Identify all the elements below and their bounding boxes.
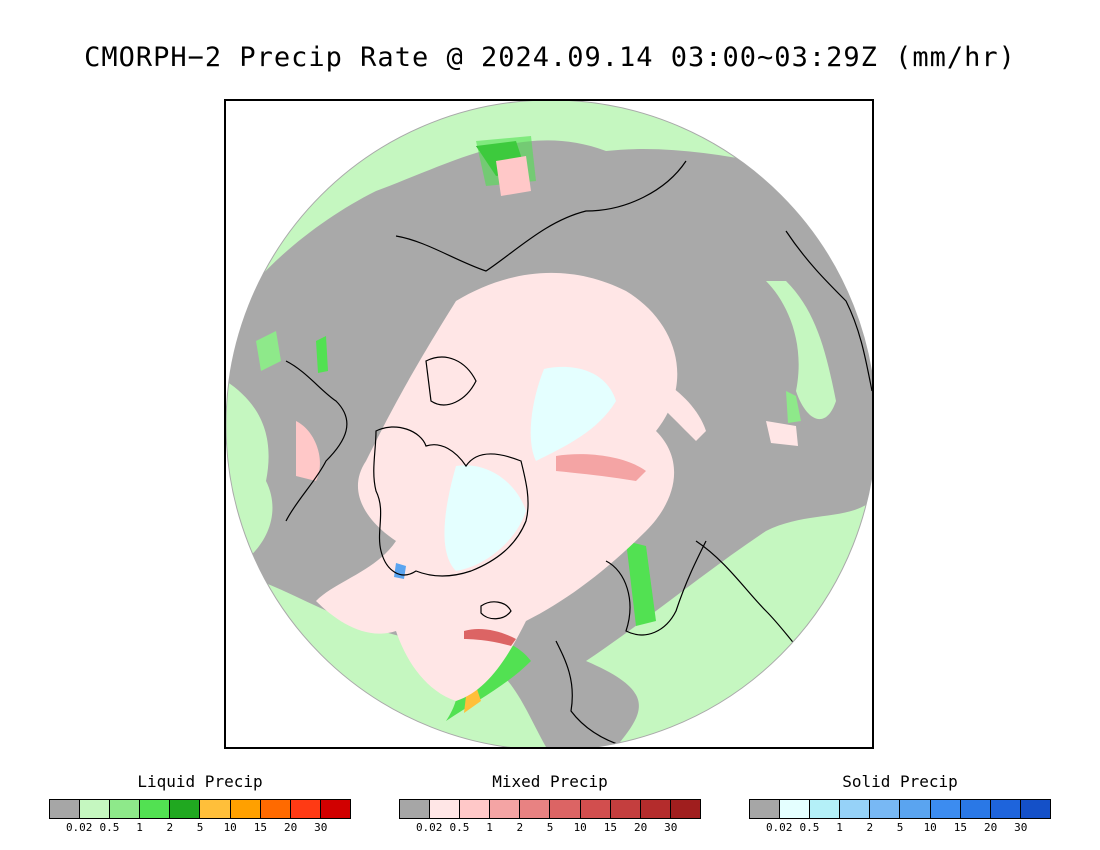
legend-tick-label: 5: [196, 821, 204, 834]
color-bar: [49, 799, 351, 819]
tick-labels: 0.02 0.5 1 2 5 10 15 20 30: [749, 821, 1051, 835]
legend-tick-label: 10: [573, 821, 587, 834]
page-title: CMORPH−2 Precip Rate @ 2024.09.14 03:00~…: [84, 42, 1016, 73]
legend-swatch: [430, 800, 461, 818]
polar-map: [226, 101, 872, 747]
legend-swatch: [170, 800, 201, 818]
legend-tick-label: 1: [136, 821, 143, 834]
legend-tick-label: 15: [603, 821, 618, 834]
legend-tick-label: 5: [546, 821, 554, 834]
legend-tick-label: 0.02: [765, 821, 793, 834]
legend-tick-label: 20: [983, 821, 998, 834]
legend-tick-label: 1: [486, 821, 493, 834]
legend-tick-label: 2: [516, 821, 524, 834]
legend-title: Liquid Precip: [137, 772, 263, 791]
legend-solid: Solid Precip 0.02 0.5 1 2 5 10 15 20 30: [749, 772, 1051, 835]
legend-swatch: [960, 800, 991, 818]
legend-tick-label: 2: [866, 821, 874, 834]
legend-tick-label: 0.5: [99, 821, 120, 834]
legend-title: Solid Precip: [842, 772, 958, 791]
legend-swatch: [840, 800, 871, 818]
legend-tick-label: 10: [223, 821, 237, 834]
solid-precip-regions: [394, 366, 616, 579]
legend-swatch: [490, 800, 521, 818]
legend-tick-label: 15: [253, 821, 268, 834]
legend-tick-label: 10: [923, 821, 937, 834]
coastlines: [285, 160, 872, 747]
legend-tick-label: 30: [664, 821, 678, 834]
legend-swatch: [780, 800, 811, 818]
legend-swatch: [930, 800, 961, 818]
legend-swatch: [400, 800, 431, 818]
legend-swatch: [290, 800, 321, 818]
legend-swatch: [320, 800, 350, 818]
legend-swatch: [110, 800, 141, 818]
legend-swatch: [670, 800, 700, 818]
map-frame: [224, 99, 874, 749]
legend-swatch: [900, 800, 931, 818]
legend-swatch: [640, 800, 671, 818]
legend-swatch: [230, 800, 261, 818]
legend-tick-label: 30: [1014, 821, 1028, 834]
legend-mixed: Mixed Precip 0.02 0.5 1 2 5 10 15 20 30: [399, 772, 701, 835]
legend-swatch: [580, 800, 611, 818]
legend-tick-label: 2: [166, 821, 174, 834]
legend-swatch: [260, 800, 291, 818]
legend-swatch: [50, 800, 81, 818]
legend-swatch: [140, 800, 171, 818]
legend-tick-label: 20: [283, 821, 298, 834]
legend-swatch: [990, 800, 1021, 818]
legend-swatch: [810, 800, 841, 818]
legend-swatch: [200, 800, 231, 818]
legend-title: Mixed Precip: [492, 772, 608, 791]
legend-swatch: [80, 800, 111, 818]
legend-swatch: [550, 800, 581, 818]
legend-tick-label: 20: [633, 821, 648, 834]
legend-tick-label: 0.02: [65, 821, 93, 834]
legend-tick-label: 30: [314, 821, 328, 834]
legend-liquid: Liquid Precip 0.02 0.5 1 2 5 10 15 20 30: [49, 772, 351, 835]
legend-swatch: [460, 800, 491, 818]
legend-swatch: [520, 800, 551, 818]
tick-labels: 0.02 0.5 1 2 5 10 15 20 30: [49, 821, 351, 835]
legend-tick-label: 1: [836, 821, 843, 834]
color-bar: [399, 799, 701, 819]
legend-tick-label: 0.5: [799, 821, 820, 834]
legend-swatch: [750, 800, 781, 818]
tick-labels: 0.02 0.5 1 2 5 10 15 20 30: [399, 821, 701, 835]
legend-swatch: [870, 800, 901, 818]
legend-tick-label: 0.5: [449, 821, 470, 834]
legend-swatch: [1020, 800, 1050, 818]
legend-tick-label: 5: [896, 821, 904, 834]
legend-tick-label: 15: [953, 821, 968, 834]
legend-swatch: [610, 800, 641, 818]
color-bar: [749, 799, 1051, 819]
legend-tick-label: 0.02: [415, 821, 443, 834]
